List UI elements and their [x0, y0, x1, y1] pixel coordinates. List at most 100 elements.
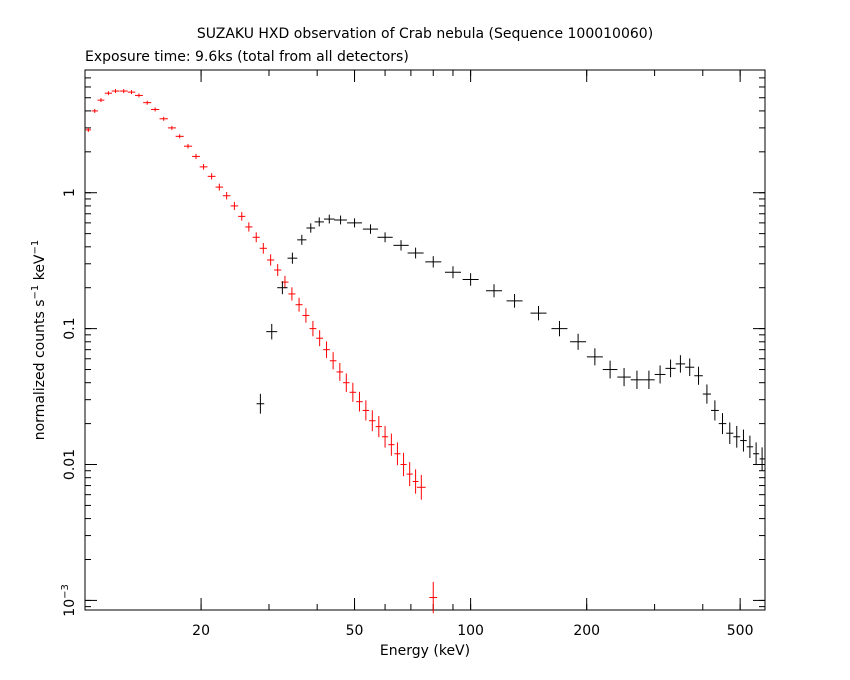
data-point: [256, 393, 265, 414]
data-point: [215, 183, 224, 191]
data-point: [266, 323, 278, 340]
data-point: [685, 358, 695, 377]
data-point: [314, 217, 324, 227]
x-tick-label: 500: [727, 623, 754, 639]
data-point: [222, 192, 231, 200]
data-point: [643, 370, 655, 389]
data-point: [85, 127, 91, 132]
y-axis-label: normalized counts s−1 keV−1: [30, 240, 48, 441]
data-point: [104, 91, 113, 96]
data-point: [91, 108, 98, 113]
data-point: [302, 308, 310, 323]
x-axis-ticks: 20 50 100 200 500: [192, 70, 754, 639]
data-point: [267, 254, 275, 266]
data-point: [486, 284, 503, 298]
y-axis-ticks: 1 0.1 0.01 10−3: [60, 188, 765, 617]
plot-frame: [84, 69, 766, 611]
data-point: [111, 89, 120, 94]
data-point: [429, 581, 438, 614]
series-layer: [85, 89, 765, 614]
data-point: [388, 433, 395, 456]
data-point: [710, 400, 719, 421]
x-tick-label: 20: [192, 623, 210, 639]
data-point: [675, 355, 686, 373]
data-point: [309, 320, 317, 337]
data-point: [150, 107, 160, 112]
data-point: [199, 163, 208, 170]
chart-subtitle: Exposure time: 9.6ks (total from all det…: [85, 49, 409, 65]
data-point: [444, 266, 461, 279]
data-point: [654, 365, 666, 384]
data-point: [306, 223, 316, 233]
data-point: [343, 373, 350, 392]
data-point: [702, 384, 711, 404]
data-point: [230, 201, 239, 210]
data-point: [570, 333, 587, 350]
data-point: [207, 173, 216, 180]
data-point: [334, 215, 347, 225]
data-point: [245, 222, 253, 232]
data-point: [277, 281, 288, 295]
data-point: [329, 352, 337, 370]
data-point: [347, 218, 363, 228]
data-point: [753, 442, 760, 466]
data-point: [175, 134, 184, 139]
x-tick-label: 200: [573, 623, 600, 639]
data-point: [336, 362, 344, 381]
data-point: [377, 232, 393, 243]
data-point: [759, 447, 765, 471]
data-point: [630, 370, 644, 389]
y-tick-label-base: 10: [62, 599, 78, 617]
data-point: [506, 294, 523, 308]
data-point: [259, 243, 267, 254]
data-point: [349, 382, 357, 402]
data-point: [393, 240, 409, 251]
data-point: [530, 305, 547, 321]
y-tick-label-exp: −3: [60, 584, 71, 599]
data-point: [551, 320, 568, 337]
y-axis-label-sup1: −1: [30, 285, 41, 300]
data-point: [252, 232, 260, 243]
series-1: [256, 214, 765, 471]
data-point: [97, 98, 105, 103]
y-tick-label: 1: [62, 188, 78, 197]
y-tick-label: 10−3: [60, 584, 78, 617]
data-point: [694, 366, 703, 385]
data-point: [733, 425, 741, 448]
y-axis-label-mid: keV: [32, 254, 48, 285]
data-point: [192, 153, 200, 159]
data-point: [323, 341, 330, 358]
y-tick-label: 0.01: [62, 449, 78, 480]
data-point: [159, 116, 168, 121]
data-point: [369, 410, 376, 432]
data-point: [297, 234, 307, 245]
data-point: [746, 435, 754, 458]
data-point: [740, 429, 747, 452]
data-point: [665, 359, 676, 378]
data-point: [726, 422, 734, 444]
data-point: [362, 224, 379, 234]
data-point: [316, 330, 324, 347]
data-point: [143, 100, 152, 105]
data-point: [394, 442, 401, 466]
data-point: [381, 425, 389, 448]
data-point: [274, 264, 282, 276]
data-point: [183, 143, 193, 149]
data-point: [375, 416, 382, 438]
data-point: [407, 247, 424, 259]
data-point: [362, 400, 370, 421]
data-point: [287, 252, 298, 264]
data-point: [295, 297, 303, 312]
data-point: [135, 93, 143, 98]
data-point: [416, 474, 426, 500]
data-point: [288, 287, 296, 301]
x-tick-label: 100: [457, 623, 484, 639]
y-tick-label: 0.1: [62, 317, 78, 339]
data-point: [238, 212, 246, 221]
x-tick-label: 50: [346, 623, 364, 639]
data-point: [167, 125, 176, 130]
data-point: [617, 367, 631, 387]
x-axis-label: Energy (keV): [380, 643, 470, 659]
